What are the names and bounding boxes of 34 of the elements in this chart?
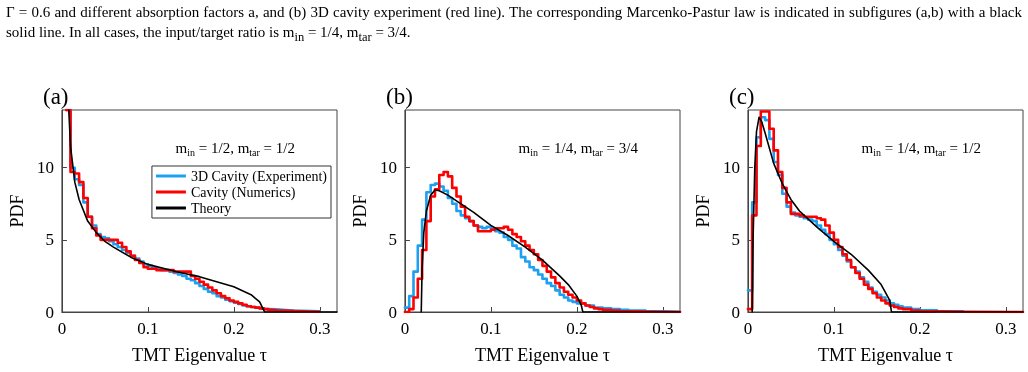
legend-label: 3D Cavity (Experiment) xyxy=(190,168,328,185)
chart-title: (c) xyxy=(729,84,755,109)
x-axis-title: TMT Eigenvalue τ xyxy=(132,345,267,365)
x-tick-label: 0 xyxy=(400,319,410,338)
y-tick-label: 5 xyxy=(388,230,397,250)
y-tick-label: 0 xyxy=(45,302,54,322)
y-tick-label: 5 xyxy=(731,230,740,250)
y-tick-label: 0 xyxy=(388,302,397,322)
x-tick-label: 0.1 xyxy=(823,319,845,338)
chart-title: (b) xyxy=(386,84,413,109)
x-tick-label: 0.3 xyxy=(995,319,1017,338)
x-tick-label: 0 xyxy=(57,319,67,338)
x-axis-title: TMT Eigenvalue τ xyxy=(475,345,610,365)
text: Γ = 0.6 and different absorption factors a, and (b) 3D cavity experiment (red line). The corresponding Marcenko-Pastur law is indicated in subfigures (a,b) with a black solid line. In all cases, the input/target ratio is m$_{in}$ = 1/4, m$_{tar}$ = 3/4. xyxy=(6,3,1022,46)
y-tick-label: 0 xyxy=(731,302,740,322)
y-axis-title: PDF xyxy=(7,194,27,228)
y-axis-title: PDF xyxy=(350,194,370,228)
x-tick-label: 0.2 xyxy=(566,319,588,338)
x-tick-label: 0.3 xyxy=(652,319,674,338)
legend-label: Theory xyxy=(190,200,232,216)
y-tick-label: 10 xyxy=(36,158,54,178)
chart-title: (a) xyxy=(43,84,69,109)
legend-label: Cavity (Numerics) xyxy=(190,184,296,201)
x-tick-label: 0.3 xyxy=(309,319,331,338)
x-tick-label: 0.1 xyxy=(137,319,159,338)
y-axis-title: PDF xyxy=(693,194,713,228)
y-tick-label: 5 xyxy=(45,230,54,250)
y-tick-label: 10 xyxy=(379,158,397,178)
x-tick-label: 0.2 xyxy=(909,319,931,338)
y-tick-label: 10 xyxy=(722,158,740,178)
x-tick-label: 0 xyxy=(743,319,753,338)
x-axis-title: TMT Eigenvalue τ xyxy=(818,345,953,365)
x-tick-label: 0.2 xyxy=(223,319,245,338)
x-tick-label: 0.1 xyxy=(480,319,502,338)
